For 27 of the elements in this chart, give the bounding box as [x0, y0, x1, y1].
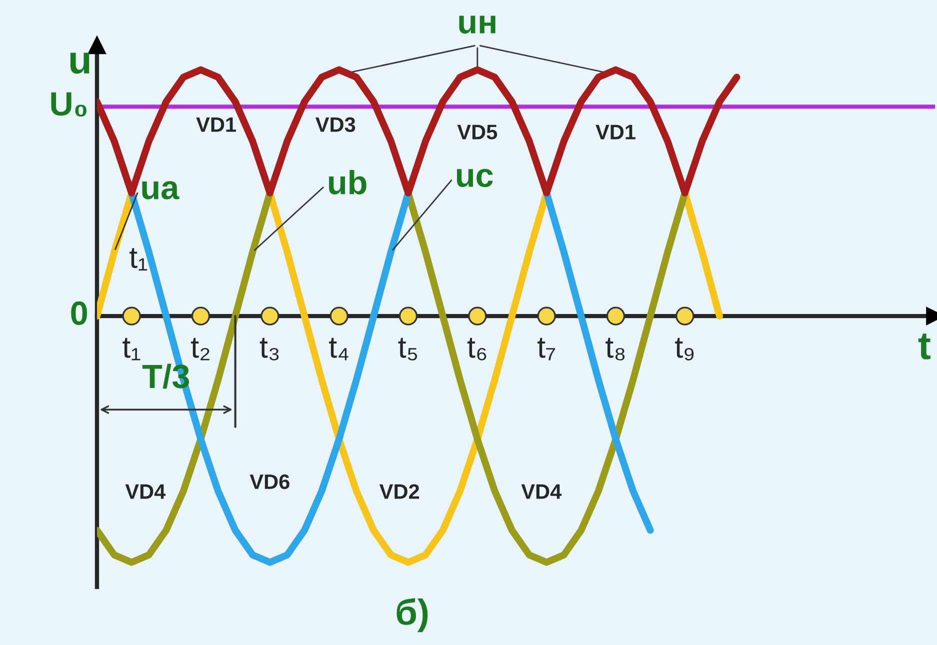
ref-line-label: U₀ [51, 92, 86, 117]
series-label: uc [456, 168, 493, 188]
x-axis-title: t [918, 334, 930, 360]
text: 0 [71, 301, 87, 325]
x-tick-label: t₉ [675, 338, 694, 360]
text: б) [396, 598, 428, 632]
series-label: ub [329, 170, 366, 194]
annotation: VD1 [196, 117, 236, 132]
x-tick-label: t₃ [260, 338, 279, 360]
x-tick-label: t₄ [329, 338, 348, 360]
x-tick-label: t₅ [398, 338, 418, 360]
x-tick-label: t₇ [538, 338, 555, 360]
annotation: VD4 [521, 484, 562, 499]
x-tick-label: t₂ [191, 338, 210, 360]
annotation: t₁ [130, 248, 148, 270]
series-label: uн [459, 16, 496, 34]
annotation: VD4 [125, 484, 166, 499]
x-tick-label: t₁ [122, 338, 140, 360]
annotation: VD1 [596, 124, 636, 140]
x-tick-label: t₈ [606, 338, 625, 360]
annotation: VD3 [315, 117, 356, 132]
annotation: VD2 [379, 484, 420, 499]
annotation: VD6 [250, 474, 290, 490]
annotation: VD5 [457, 124, 498, 140]
series-label: ua [142, 181, 180, 200]
y-axis-title: u [70, 52, 90, 74]
x-tick-label: t₆ [467, 338, 486, 360]
